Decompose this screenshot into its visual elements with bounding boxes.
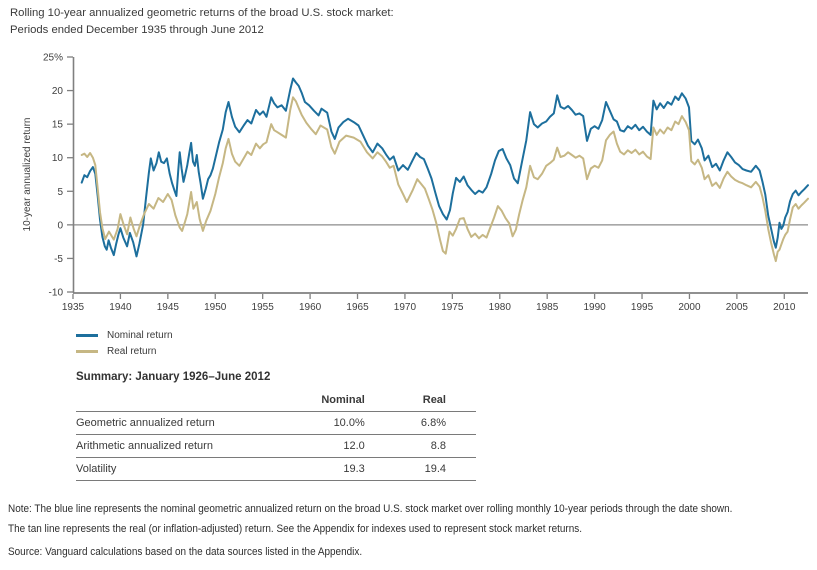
y-tick-label: 15 <box>52 120 64 131</box>
header-real: Real <box>364 389 476 412</box>
row-label: Geometric annualized return <box>76 411 271 435</box>
y-axis-label: 10-year annualized return <box>22 118 33 232</box>
real-return-line <box>80 96 809 263</box>
x-tick-label: 2010 <box>773 302 796 313</box>
arithmetic-real-value: 8.8 <box>364 434 476 458</box>
geometric-real-value: 6.8% <box>364 411 476 435</box>
x-tick-label: 1935 <box>62 302 85 313</box>
nominal-return-line <box>80 77 809 258</box>
real-legend-label: Real return <box>107 345 157 357</box>
summary-title: Summary: January 1926–June 2012 <box>76 371 271 383</box>
note-line-2: The tan line represents the real (or inf… <box>8 523 583 535</box>
x-tick-label: 1950 <box>204 302 227 313</box>
x-tick-label: 1980 <box>489 302 512 313</box>
y-tick-label: 0 <box>57 220 63 231</box>
y-tick-label: 10 <box>52 153 64 164</box>
header-nominal: Nominal <box>270 389 365 412</box>
geometric-nominal-value: 10.0% <box>270 411 365 435</box>
x-tick-label: 1995 <box>631 302 654 313</box>
returns-chart: 25% 20 15 10 5 0 -5 -10 1935 1940 1945 1950 1955 1960… <box>22 53 809 313</box>
summary-table: Nominal Real Geometric annualized return… <box>76 389 476 481</box>
real-line-swatch <box>76 349 98 353</box>
chart-title-line1: Rolling 10-year annualized geometric ret… <box>10 7 394 19</box>
x-tick-label: 2000 <box>678 302 701 313</box>
table-row-arithmetic: Arithmetic annualized return 12.0 8.8 <box>76 434 476 458</box>
x-tick-label: 1940 <box>109 302 132 313</box>
summary-section: Summary: January 1926–June 2012 Nominal … <box>76 371 476 481</box>
header-blank <box>76 389 271 412</box>
x-tick-label: 1975 <box>441 302 464 313</box>
y-tick-label: 25% <box>43 53 63 64</box>
x-tick-label: 1965 <box>346 302 369 313</box>
note-line-1: Note: The blue line represents the nomin… <box>8 503 733 515</box>
source-line: Source: Vanguard calculations based on t… <box>8 546 363 558</box>
x-tick-label: 2005 <box>726 302 749 313</box>
footnotes: Note: The blue line represents the nomin… <box>8 503 817 570</box>
volatility-real-value: 19.4 <box>364 457 476 481</box>
row-label: Arithmetic annualized return <box>76 434 271 458</box>
y-tick-label: -10 <box>49 288 64 299</box>
legend-item-real: Real return <box>76 343 173 359</box>
summary-header-row: Nominal Real <box>76 389 476 412</box>
row-label: Volatility <box>76 457 271 481</box>
x-tick-label: 1990 <box>583 302 606 313</box>
nominal-line-swatch <box>76 333 98 337</box>
x-tick-label: 1960 <box>299 302 322 313</box>
nominal-legend-label: Nominal return <box>107 329 173 341</box>
x-tick-label: 1985 <box>536 302 559 313</box>
y-tick-label: -5 <box>54 254 63 265</box>
y-tick-label: 20 <box>52 86 64 97</box>
chart-title-line2: Periods ended December 1935 through June… <box>10 24 264 36</box>
legend-item-nominal: Nominal return <box>76 327 173 343</box>
x-tick-label: 1945 <box>157 302 180 313</box>
chart-title: Rolling 10-year annualized geometric ret… <box>10 5 394 39</box>
x-tick-label: 1955 <box>252 302 275 313</box>
x-tick-label: 1970 <box>394 302 417 313</box>
y-tick-label: 5 <box>57 187 63 198</box>
table-row-volatility: Volatility 19.3 19.4 <box>76 457 476 481</box>
arithmetic-nominal-value: 12.0 <box>270 434 365 458</box>
volatility-nominal-value: 19.3 <box>270 457 365 481</box>
table-row-geometric: Geometric annualized return 10.0% 6.8% <box>76 411 476 435</box>
chart-legend: Nominal return Real return <box>76 327 173 359</box>
